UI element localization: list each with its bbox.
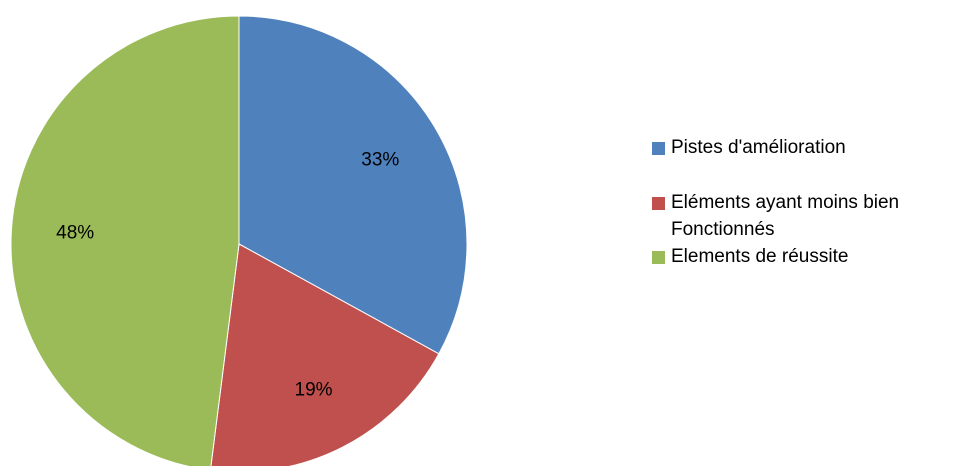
pie-slice-elements-ayant-moins-bien-fonctionnes	[210, 243, 440, 466]
legend-label-elements-de-reussite: Elements de réussite	[671, 246, 849, 267]
data-label-pistes-d-amelioration: 33%	[361, 149, 399, 170]
legend-item-elements-de-reussite: Elements de réussite	[652, 243, 969, 270]
legend-swatch-pistes-amelioration	[652, 142, 665, 155]
legend-swatch-elements-de-reussite	[652, 251, 665, 264]
data-label-elements-de-reussite: 48%	[56, 223, 94, 244]
data-label-elements-ayant-moins-bien-fonctionnes: 19%	[295, 379, 333, 400]
legend-label-elements-moins-bien-fonctionnes: Eléments ayant moins bien Fonctionnés	[671, 192, 900, 240]
pie-slice-elements-de-reussite	[10, 15, 240, 466]
legend-label-pistes-amelioration: Pistes d'amélioration	[671, 137, 846, 158]
legend-swatch-elements-moins-bien-fonctionnes	[652, 197, 665, 210]
legend-item-elements-moins-bien-fonctionnes: Eléments ayant moins bien Fonctionnés	[652, 189, 969, 243]
chart-legend: Pistes d'amélioration Eléments ayant moi…	[652, 134, 969, 272]
legend-item-pistes-amelioration: Pistes d'amélioration	[652, 134, 969, 161]
pie-slice-pistes-d-amelioration	[238, 15, 468, 355]
